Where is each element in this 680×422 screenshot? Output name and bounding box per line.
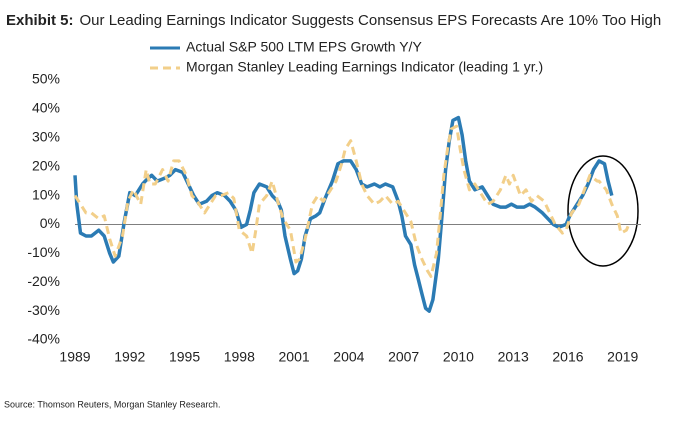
x-tick-label: 2016 [552, 349, 583, 365]
x-tick-label: 2019 [607, 349, 638, 365]
y-tick-label: 40% [32, 100, 60, 116]
title-text: Our Leading Earnings Indicator Suggests … [80, 12, 662, 29]
x-tick-label: 2013 [498, 349, 529, 365]
title-label: Exhibit 5: [6, 12, 74, 29]
y-tick-label: 20% [32, 157, 60, 173]
highlight-ellipse [567, 155, 639, 267]
y-tick-label: 10% [32, 186, 60, 202]
x-tick-label: 1989 [59, 349, 90, 365]
source-note: Source: Thomson Reuters, Morgan Stanley … [4, 399, 220, 409]
x-tick-label: 2004 [333, 349, 364, 365]
legend-label: Actual S&P 500 LTM EPS Growth Y/Y [186, 39, 422, 55]
x-tick-label: 2007 [388, 349, 419, 365]
y-tick-label: -40% [27, 331, 60, 347]
x-tick-label: 2010 [443, 349, 474, 365]
y-tick-label: 30% [32, 128, 60, 144]
x-tick-label: 1992 [114, 349, 145, 365]
y-tick-label: 0% [40, 215, 60, 231]
y-tick-label: -20% [27, 273, 60, 289]
x-tick-label: 1995 [169, 349, 200, 365]
y-tick-label: -10% [27, 244, 60, 260]
series-line [73, 124, 632, 278]
x-tick-label: 2001 [279, 349, 310, 365]
x-tick-label: 1998 [224, 349, 255, 365]
y-tick-label: 50% [32, 71, 60, 87]
series-line [73, 115, 614, 313]
y-tick-label: -30% [27, 302, 60, 318]
legend-label: Morgan Stanley Leading Earnings Indicato… [186, 59, 543, 75]
chart-title: Exhibit 5: Our Leading Earnings Indicator… [6, 12, 661, 29]
